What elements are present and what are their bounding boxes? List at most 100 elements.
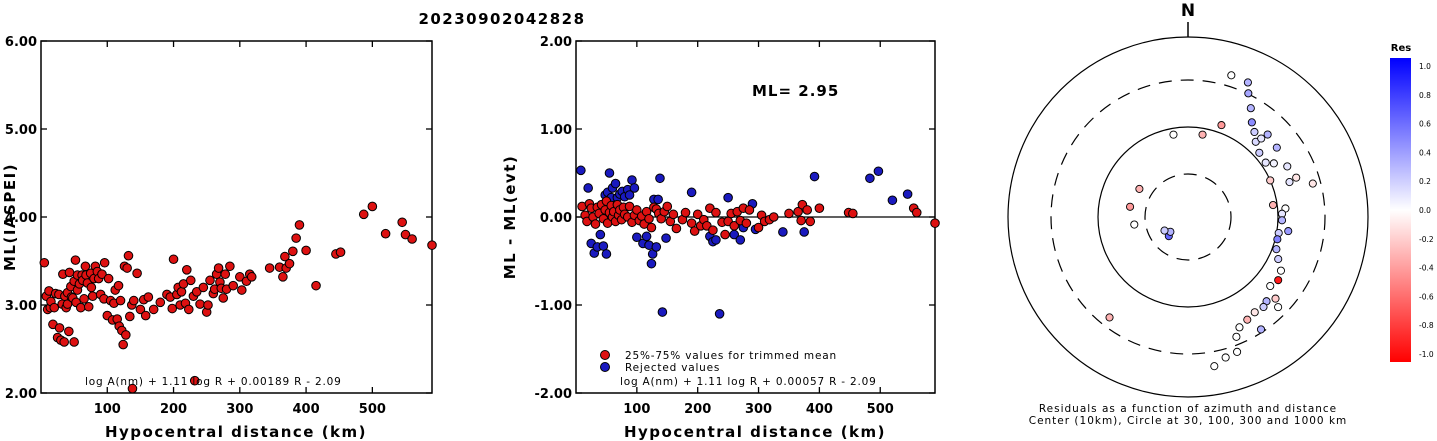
trimmed-point: [644, 213, 654, 224]
ml-point: [167, 303, 178, 314]
trimmed-point: [708, 225, 718, 235]
station-residual-point: [1217, 121, 1226, 130]
panel1-y-axis-label: ML(IASPEI): [1, 163, 19, 271]
trimmed-point: [802, 205, 813, 215]
ml-point: [168, 254, 179, 265]
colorbar-label: -0.6: [1419, 292, 1434, 301]
station-residual-point: [1274, 255, 1283, 264]
ml-point: [284, 258, 295, 269]
trimmed-point: [689, 226, 700, 236]
rejected-point: [711, 235, 721, 245]
ml-point: [59, 337, 69, 347]
ml-point: [135, 304, 146, 315]
trimmed-point: [632, 205, 642, 215]
legend-rejected-marker: [600, 362, 610, 372]
panel2-formula: log A(nm) + 1.11 log R + 0.00057 R - 2.0…: [620, 376, 877, 388]
station-residual-point: [1227, 71, 1236, 80]
panel1-x-tick-label: 100: [94, 402, 121, 417]
ml-point: [185, 275, 196, 286]
panel1-y-tick-label: 6.00: [5, 35, 37, 50]
legend-trimmed-label: 25%-75% values for trimmed mean: [625, 350, 837, 362]
colorbar-label: 0.6: [1419, 120, 1431, 129]
rejected-point: [799, 227, 809, 237]
north-label: N: [1181, 1, 1195, 21]
station-residual-point: [1274, 276, 1283, 285]
colorbar-label: -0.4: [1419, 264, 1434, 273]
rejected-point: [735, 235, 746, 245]
ml-point: [79, 294, 89, 304]
station-residual-point: [1271, 294, 1280, 303]
ml-point: [75, 302, 86, 313]
trimmed-point: [753, 222, 764, 233]
colorbar-gradient: [1390, 58, 1411, 362]
ml-point: [99, 257, 110, 268]
rejected-point: [627, 175, 637, 185]
panel2-x-axis-label: Hypocentral distance (km): [624, 423, 886, 441]
ml-point: [198, 282, 209, 293]
ml-point: [358, 209, 369, 220]
trimmed-point: [805, 216, 816, 227]
station-residual-point: [1277, 216, 1287, 225]
rejected-point: [902, 189, 913, 199]
ml-point: [123, 250, 134, 261]
trimmed-point: [646, 222, 657, 233]
rejected-point: [583, 183, 593, 193]
ml-point: [189, 375, 200, 386]
panel2-x-tick-label: 500: [867, 402, 894, 417]
trimmed-point: [711, 207, 721, 218]
colorbar-title: Res: [1391, 43, 1411, 54]
station-residual-point: [1283, 162, 1292, 171]
trimmed-point: [720, 229, 730, 240]
ml-point: [294, 220, 305, 230]
station-residual-point: [1272, 143, 1281, 152]
trimmed-point: [848, 208, 858, 219]
rejected-point: [655, 173, 665, 184]
ml-point: [86, 282, 97, 293]
panel2-y-tick-label: -1.00: [535, 299, 572, 314]
ml-point: [69, 337, 79, 347]
panel2-y-tick-label: 0.00: [540, 211, 572, 226]
ml-point: [121, 330, 131, 340]
ml-point: [181, 265, 192, 275]
colorbar-label: -0.8: [1419, 321, 1434, 330]
ml-point: [235, 272, 245, 282]
rejected-point: [595, 229, 606, 240]
legend-rejected-label: Rejected values: [625, 362, 720, 374]
station-residual-point: [1243, 315, 1252, 324]
rejected-point: [865, 173, 875, 184]
polar-caption-line2: Center (10km), Circle at 30, 100, 300 an…: [1029, 415, 1348, 427]
panel1-x-tick-label: 500: [359, 402, 386, 417]
colorbar: Res 1.0 0.8 0.6 0.4 0.2 0.0 -0.2 -0.4 -0.6 -0.8 -1…: [1390, 43, 1434, 362]
station-residual-point: [1244, 89, 1253, 98]
colorbar-label: 0.0: [1419, 206, 1431, 215]
rejected-point: [653, 194, 663, 205]
colorbar-label: 0.2: [1419, 177, 1431, 186]
station-residual-point: [1250, 127, 1259, 137]
colorbar-label: -1.0: [1419, 350, 1434, 359]
station-residual-point: [1263, 130, 1272, 139]
station-residual-point: [1308, 179, 1317, 188]
station-residual-point: [1255, 148, 1264, 157]
panel-ml-vs-distance: 100 200 300 400 500 2.00 3.00 4.00 5.00 6.00 log …: [1, 35, 437, 441]
trimmed-point: [686, 218, 697, 228]
station-residual-point: [1273, 235, 1282, 244]
station-residual-point: [1276, 266, 1286, 275]
ml-point: [205, 275, 215, 286]
rejected-point: [598, 241, 609, 251]
trimmed-point: [814, 203, 825, 213]
station-residual-point: [1135, 184, 1144, 193]
station-residual-point: [1274, 303, 1283, 312]
trimmed-point: [796, 215, 806, 226]
trimmed-point: [930, 218, 940, 228]
ml-point: [220, 269, 231, 280]
station-residual-point: [1266, 176, 1275, 185]
ml-point: [83, 301, 94, 312]
trimmed-point: [793, 206, 803, 217]
colorbar-label: -0.2: [1419, 235, 1434, 244]
ml-point: [380, 228, 391, 239]
ml-point: [301, 245, 311, 256]
rejected-point: [657, 307, 668, 317]
trimmed-point: [692, 209, 703, 220]
ml-point: [122, 263, 132, 273]
panel2-y-axis-label: ML - ML(evt): [501, 155, 519, 279]
